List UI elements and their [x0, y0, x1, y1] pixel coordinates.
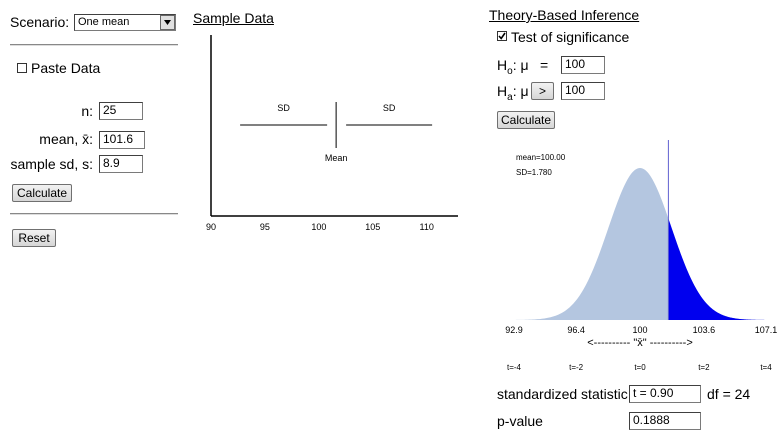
paste-label: Paste Data [31, 60, 101, 76]
field-input[interactable]: 25 [99, 102, 143, 120]
scenario-value: One mean [78, 16, 130, 28]
paste-checkbox[interactable] [17, 63, 27, 73]
sd-label: SD [383, 103, 396, 113]
ha-symbol: H [497, 83, 508, 99]
ha-rest: : μ [512, 83, 529, 99]
ha-relation-button[interactable]: > [531, 82, 554, 100]
t-label: t=-4 [507, 363, 522, 372]
sd-annotation: SD=1.780 [516, 168, 552, 177]
h0-sub: o [507, 65, 513, 77]
test-label: Test of significance [511, 29, 630, 45]
x-tick-label: 100 [632, 325, 647, 335]
x-tick-label: 96.4 [567, 325, 585, 335]
mean-label: Mean [325, 153, 348, 163]
x-tick-label: 92.9 [505, 325, 523, 335]
x-tick-label: 100 [311, 222, 326, 232]
pvalue-output: 0.1888 [629, 412, 701, 430]
calculate-button[interactable]: Calculate [12, 184, 72, 202]
dropdown-arrow [160, 15, 175, 30]
df-text: df = 24 [707, 386, 751, 402]
x-tick-label: 107.1 [755, 325, 778, 335]
field-label: n: [81, 103, 93, 119]
test-checkbox[interactable] [497, 31, 507, 41]
x-axis-label: <---------- "x̄" ----------> [587, 337, 693, 349]
separator [10, 44, 178, 46]
pvalue-label: p-value [497, 413, 543, 429]
t-label: t=4 [760, 363, 772, 372]
x-tick-label: 105 [365, 222, 380, 232]
t-label: t=-2 [569, 363, 584, 372]
x-tick-label: 95 [260, 222, 270, 232]
t-label: t=2 [698, 363, 710, 372]
theory-title: Theory-Based Inference [489, 7, 640, 23]
check-mark [498, 32, 506, 40]
h0-label: Ho: μ [497, 57, 529, 77]
field-input[interactable]: 8.9 [99, 155, 143, 173]
x-tick-label: 110 [420, 222, 434, 232]
field-label: sample sd, s: [10, 156, 93, 172]
ha-label: Ha: μ [497, 83, 529, 103]
null-distribution [514, 168, 766, 320]
statistic-output: t = 0.90 [629, 385, 701, 403]
x-tick-label: 90 [206, 222, 216, 232]
h0-symbol: H [497, 57, 508, 73]
field-input[interactable]: 101.6 [99, 131, 145, 149]
sample-title: Sample Data [193, 10, 274, 26]
mean-annotation: mean=100.00 [516, 153, 566, 162]
h0-rest: : μ [512, 57, 529, 73]
ha-input[interactable]: 100 [561, 82, 605, 100]
statistic-label: standardized statistic [497, 386, 628, 402]
scenario-label: Scenario: [10, 14, 70, 30]
ha-sub: a [507, 91, 513, 103]
h0-input[interactable]: 100 [561, 56, 605, 74]
x-tick-label: 103.6 [693, 325, 716, 335]
t-label: t=0 [634, 363, 646, 372]
field-label: mean, x̄: [39, 131, 93, 147]
reset-button[interactable]: Reset [12, 229, 56, 247]
p-value-region [668, 218, 766, 320]
scenario-select[interactable]: One mean [74, 14, 176, 31]
h0-relation: = [540, 57, 549, 73]
separator [10, 213, 178, 215]
calculate-button[interactable]: Calculate [497, 111, 555, 129]
sd-label: SD [277, 103, 290, 113]
